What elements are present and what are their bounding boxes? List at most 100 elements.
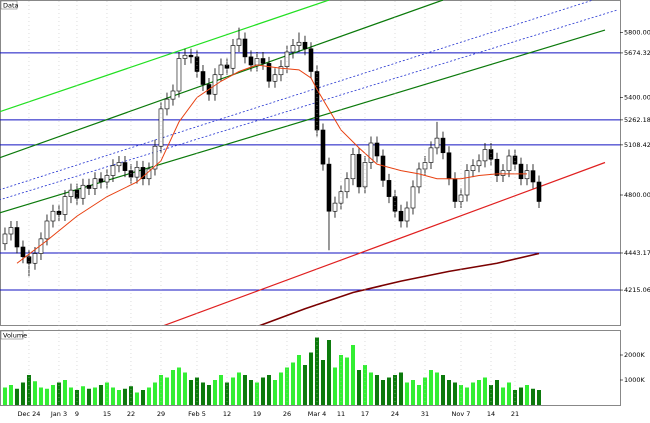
volume-bar — [446, 380, 451, 405]
chart-title: Data — [3, 2, 19, 10]
volume-bar — [458, 385, 463, 405]
candle-body — [74, 189, 80, 199]
volume-bar — [404, 382, 409, 405]
volume-bar — [440, 375, 445, 405]
candle-body — [68, 189, 74, 197]
volume-bar — [68, 387, 73, 405]
y-tick-label: 5674.32 — [624, 49, 650, 57]
candle-body — [278, 66, 284, 76]
candle-body — [260, 58, 266, 64]
trend-line — [0, 29, 606, 214]
volume-bar — [98, 385, 103, 405]
candle-body — [92, 178, 98, 189]
candle-body — [392, 196, 398, 212]
candle-body — [332, 202, 338, 212]
volume-bar — [494, 380, 499, 405]
candle-body — [2, 233, 8, 245]
candle-body — [494, 158, 500, 176]
candle-body — [368, 142, 374, 163]
volume-bar — [8, 385, 13, 405]
volume-bar — [20, 382, 25, 405]
volume-bar — [176, 367, 181, 405]
candle-body — [146, 168, 152, 180]
candle-body — [482, 149, 488, 162]
candle-body — [218, 64, 224, 76]
volume-bar — [422, 377, 427, 405]
x-tick-label: 31 — [421, 410, 429, 418]
volume-bar — [206, 385, 211, 405]
volume-bar — [146, 387, 151, 405]
candle-body — [512, 155, 518, 165]
volume-bar — [44, 388, 49, 405]
volume-bar — [488, 385, 493, 405]
volume-bar — [86, 388, 91, 405]
volume-bar — [470, 382, 475, 405]
volume-bar — [50, 385, 55, 405]
candle-body — [440, 137, 446, 154]
candle-body — [62, 196, 68, 215]
x-tick-label: 14 — [487, 410, 495, 418]
candle-body — [242, 38, 248, 58]
candle-body — [272, 74, 278, 82]
volume-bar — [296, 355, 301, 405]
volume-bar — [236, 372, 241, 405]
candle-body — [170, 90, 176, 100]
x-tick-label: 9 — [75, 410, 79, 418]
volume-title: Volume — [3, 332, 27, 340]
moving-average — [16, 64, 527, 264]
candle-body — [410, 186, 416, 209]
volume-bar — [62, 380, 67, 405]
volume-bar — [272, 380, 277, 405]
price-plot — [0, 0, 620, 325]
candle-body — [344, 178, 350, 193]
x-tick-label: Dec 24 — [18, 410, 41, 418]
volume-bar — [182, 372, 187, 405]
volume-bar — [386, 377, 391, 405]
volume-bar — [434, 372, 439, 405]
volume-bar — [2, 387, 7, 405]
x-tick-label: Nov 7 — [452, 410, 471, 418]
volume-bar — [314, 337, 319, 405]
candle-body — [524, 170, 530, 180]
volume-bar — [110, 387, 115, 405]
y-tick-label: 4800.00 — [624, 191, 650, 199]
candle-body — [8, 227, 14, 235]
candle-body — [230, 45, 236, 69]
y-tick-label: 5800.00 — [624, 29, 650, 37]
title-box — [0, 0, 18, 10]
volume-bar — [230, 377, 235, 405]
volume-bar — [428, 370, 433, 405]
volume-bar — [152, 382, 157, 405]
candle-body — [140, 167, 146, 180]
candle-body — [200, 71, 206, 85]
candle-body — [476, 160, 482, 167]
candle-body — [500, 170, 506, 176]
volume-bar — [188, 380, 193, 405]
candle-body — [464, 170, 470, 196]
volume-bar — [248, 380, 253, 405]
x-tick-label: 22 — [127, 410, 135, 418]
candle-body — [452, 178, 458, 202]
candle-body — [80, 184, 86, 199]
volume-bar — [476, 380, 481, 405]
candle-body — [434, 137, 440, 149]
volume-bar — [398, 372, 403, 405]
candle-body — [470, 165, 476, 171]
candle-body — [182, 54, 188, 59]
candle-body — [236, 38, 242, 46]
volume-bar — [410, 380, 415, 405]
candle-body — [374, 142, 380, 157]
y-tick-label: 4215.06 — [624, 286, 650, 294]
x-tick-label: Mar 4 — [308, 410, 326, 418]
candle-body — [302, 41, 308, 50]
candle-body — [98, 178, 104, 183]
volume-bar — [170, 370, 175, 405]
x-tick-label: Feb 5 — [188, 410, 206, 418]
volume-bar — [530, 388, 535, 405]
volume-bar — [518, 387, 523, 405]
candle-body — [362, 162, 368, 188]
candle-body — [290, 45, 296, 53]
volume-bar — [464, 387, 469, 405]
x-tick-label: 24 — [391, 410, 399, 418]
